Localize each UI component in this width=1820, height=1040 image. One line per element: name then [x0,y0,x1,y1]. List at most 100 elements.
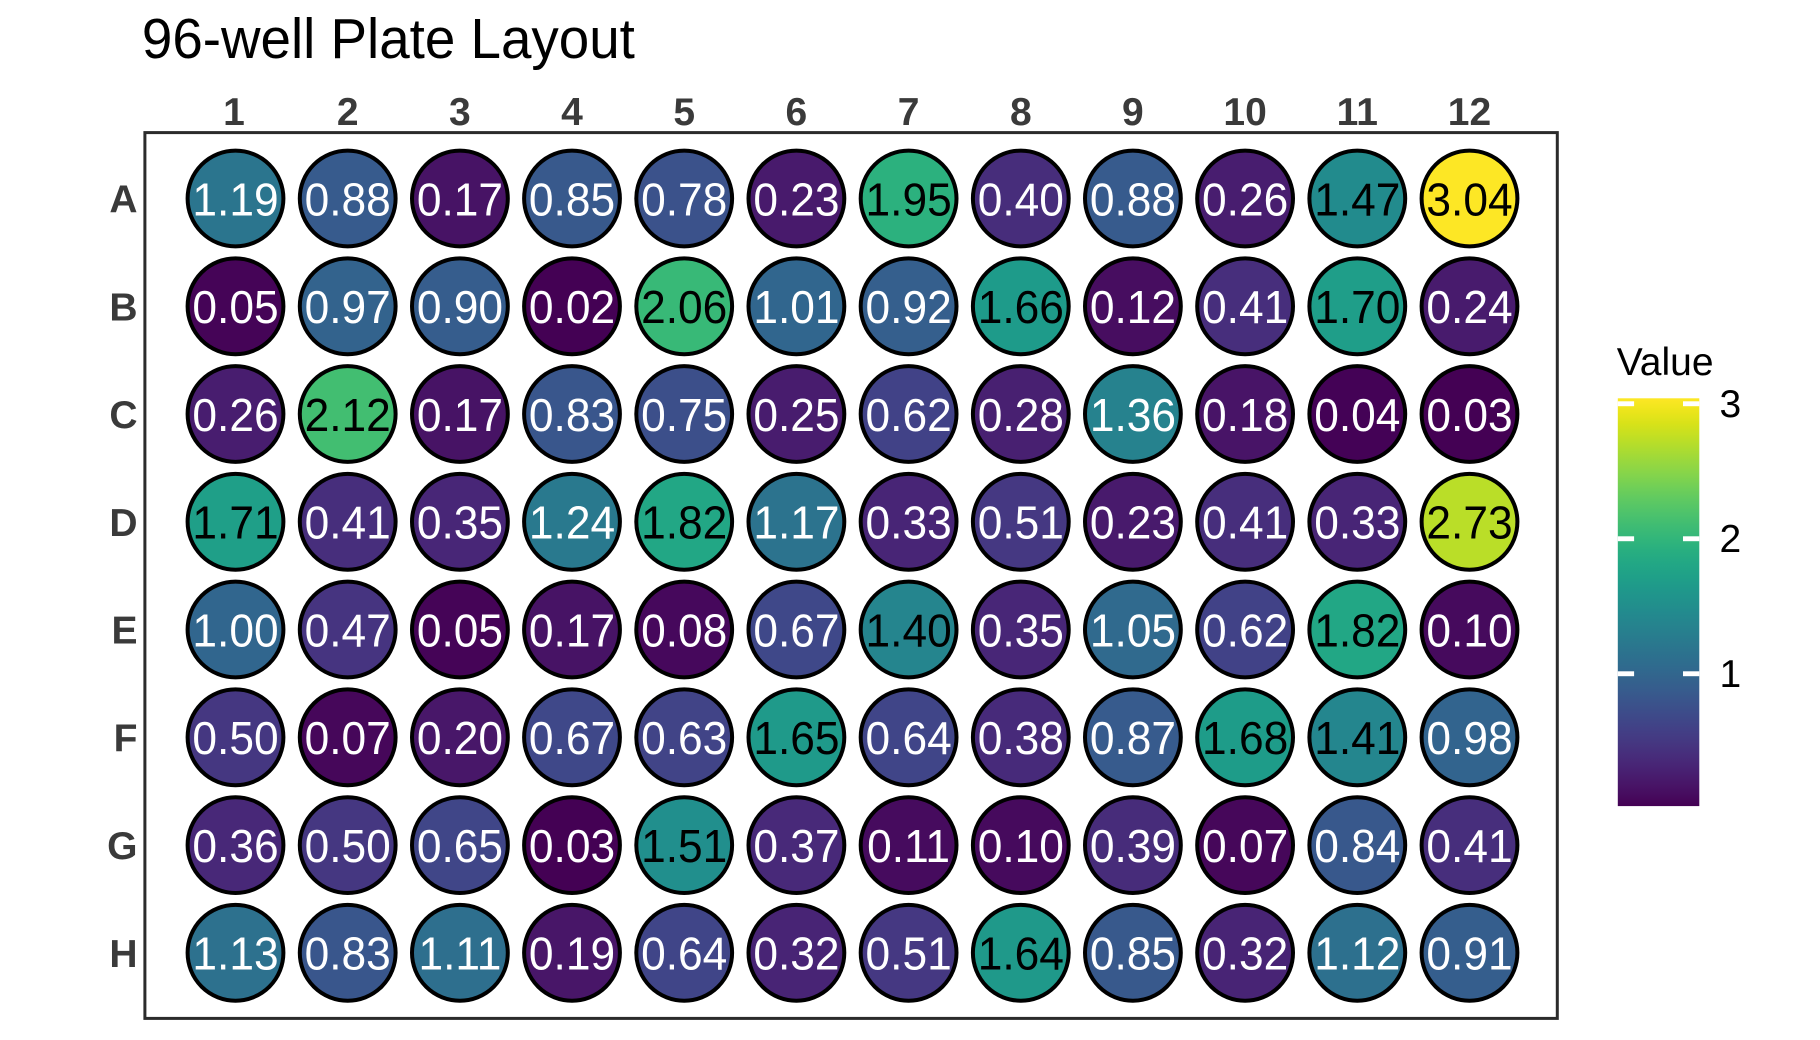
svg-text:0.64: 0.64 [641,928,727,980]
svg-text:1.00: 1.00 [192,605,278,657]
svg-text:1.82: 1.82 [1314,605,1400,657]
svg-text:0.32: 0.32 [753,928,839,980]
svg-text:0.12: 0.12 [1090,281,1176,333]
svg-text:G: G [107,825,137,868]
svg-text:1.01: 1.01 [753,281,839,333]
svg-text:0.40: 0.40 [978,174,1064,226]
svg-text:0.26: 0.26 [192,389,278,441]
svg-text:2: 2 [337,91,359,134]
svg-text:3: 3 [1720,383,1742,426]
svg-text:0.23: 0.23 [753,174,839,226]
svg-text:0.90: 0.90 [417,281,503,333]
svg-text:1.82: 1.82 [641,497,727,549]
svg-text:4: 4 [561,91,583,134]
svg-text:0.41: 0.41 [1202,281,1288,333]
svg-text:0.51: 0.51 [978,497,1064,549]
svg-text:0.07: 0.07 [1202,820,1288,872]
svg-text:H: H [109,933,137,976]
svg-text:0.67: 0.67 [753,605,839,657]
svg-text:0.20: 0.20 [417,712,503,764]
svg-text:2.12: 2.12 [305,389,391,441]
svg-text:0.50: 0.50 [192,712,278,764]
svg-text:0.65: 0.65 [417,820,503,872]
svg-text:0.85: 0.85 [1090,928,1176,980]
svg-text:2: 2 [1720,518,1742,561]
svg-text:0.64: 0.64 [866,712,952,764]
svg-text:B: B [109,286,137,329]
svg-text:1.68: 1.68 [1202,712,1288,764]
svg-text:0.37: 0.37 [753,820,839,872]
svg-text:1.71: 1.71 [192,497,278,549]
svg-text:0.26: 0.26 [1202,174,1288,226]
svg-text:6: 6 [786,91,808,134]
svg-text:1.65: 1.65 [753,712,839,764]
svg-text:0.62: 0.62 [866,389,952,441]
svg-text:0.92: 0.92 [866,281,952,333]
svg-text:0.33: 0.33 [866,497,952,549]
svg-text:1.19: 1.19 [192,174,278,226]
svg-text:0.17: 0.17 [417,389,503,441]
svg-text:0.38: 0.38 [978,712,1064,764]
svg-text:10: 10 [1223,91,1266,134]
svg-text:1.40: 1.40 [866,605,952,657]
svg-text:D: D [109,502,137,545]
svg-text:0.67: 0.67 [529,712,615,764]
svg-text:0.84: 0.84 [1314,820,1400,872]
svg-text:0.51: 0.51 [866,928,952,980]
svg-text:8: 8 [1010,91,1032,134]
svg-text:0.35: 0.35 [417,497,503,549]
svg-text:0.25: 0.25 [753,389,839,441]
svg-text:5: 5 [673,91,695,134]
svg-text:0.08: 0.08 [641,605,727,657]
svg-text:0.87: 0.87 [1090,712,1176,764]
svg-text:A: A [109,179,137,222]
svg-text:0.41: 0.41 [305,497,391,549]
svg-text:1.64: 1.64 [978,928,1064,980]
svg-text:E: E [111,610,137,653]
svg-text:0.83: 0.83 [529,389,615,441]
svg-text:0.75: 0.75 [641,389,727,441]
svg-text:0.02: 0.02 [529,281,615,333]
svg-text:2.73: 2.73 [1426,497,1512,549]
svg-text:0.10: 0.10 [978,820,1064,872]
svg-text:0.83: 0.83 [305,928,391,980]
svg-text:0.62: 0.62 [1202,605,1288,657]
svg-text:0.24: 0.24 [1426,281,1512,333]
svg-text:0.03: 0.03 [529,820,615,872]
svg-text:0.10: 0.10 [1426,605,1512,657]
svg-text:1.47: 1.47 [1314,174,1400,226]
svg-text:0.05: 0.05 [417,605,503,657]
svg-text:1.05: 1.05 [1090,605,1176,657]
svg-text:1.36: 1.36 [1090,389,1176,441]
svg-text:0.03: 0.03 [1426,389,1512,441]
svg-text:12: 12 [1448,91,1491,134]
svg-text:3: 3 [449,91,471,134]
svg-text:0.17: 0.17 [417,174,503,226]
svg-text:3.04: 3.04 [1426,174,1512,226]
svg-text:0.32: 0.32 [1202,928,1288,980]
svg-text:0.19: 0.19 [529,928,615,980]
svg-text:0.33: 0.33 [1314,497,1400,549]
svg-text:1.17: 1.17 [753,497,839,549]
svg-text:0.98: 0.98 [1426,712,1512,764]
svg-text:1.95: 1.95 [866,174,952,226]
svg-text:1.70: 1.70 [1314,281,1400,333]
svg-text:1.13: 1.13 [192,928,278,980]
svg-text:0.88: 0.88 [1090,174,1176,226]
svg-text:0.04: 0.04 [1314,389,1400,441]
svg-text:96-well Plate Layout: 96-well Plate Layout [142,6,635,70]
svg-text:0.97: 0.97 [305,281,391,333]
svg-text:1.11: 1.11 [418,928,501,980]
svg-text:1.12: 1.12 [1314,928,1400,980]
svg-text:0.05: 0.05 [192,281,278,333]
svg-text:0.17: 0.17 [529,605,615,657]
svg-text:7: 7 [898,91,920,134]
svg-text:9: 9 [1122,91,1144,134]
svg-text:0.88: 0.88 [305,174,391,226]
svg-text:1.41: 1.41 [1314,712,1400,764]
svg-text:0.41: 0.41 [1426,820,1512,872]
svg-text:0.28: 0.28 [978,389,1064,441]
svg-text:0.18: 0.18 [1202,389,1288,441]
svg-text:0.36: 0.36 [192,820,278,872]
svg-text:0.11: 0.11 [867,820,950,872]
